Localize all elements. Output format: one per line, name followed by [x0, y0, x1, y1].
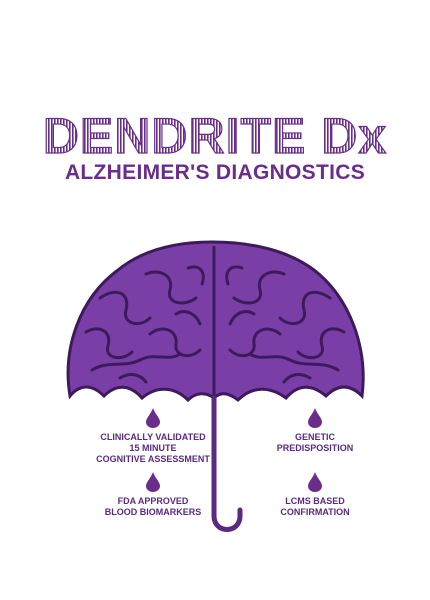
logo-wordmark: DENDRITE Dx — [43, 108, 387, 160]
tagline: ALZHEIMER'S DIAGNOSTICS — [64, 161, 366, 184]
brain-folds-right — [225, 265, 346, 384]
drop-icon — [308, 408, 322, 428]
feature-lcms-confirmation: LCMS BASED CONFIRMATION — [280, 496, 350, 517]
brain-folds-left — [84, 265, 205, 384]
brain-canopy — [66, 240, 365, 403]
brain-umbrella-illustration — [66, 240, 365, 532]
drop-icon — [146, 472, 160, 492]
feature-cognitive-assessment: CLINICALLY VALIDATED 15 MINUTE COGNITIVE… — [96, 432, 210, 464]
feature-blood-biomarkers: FDA APPROVED BLOOD BIOMARKERS — [104, 496, 202, 517]
drop-icon — [308, 472, 322, 492]
drop-icon — [146, 408, 160, 428]
feature-genetic-predisposition: GENETIC PREDISPOSITION — [276, 432, 354, 453]
umbrella-handle — [211, 395, 243, 532]
dendrite-dx-logo: DENDRITE Dx — [42, 108, 387, 160]
